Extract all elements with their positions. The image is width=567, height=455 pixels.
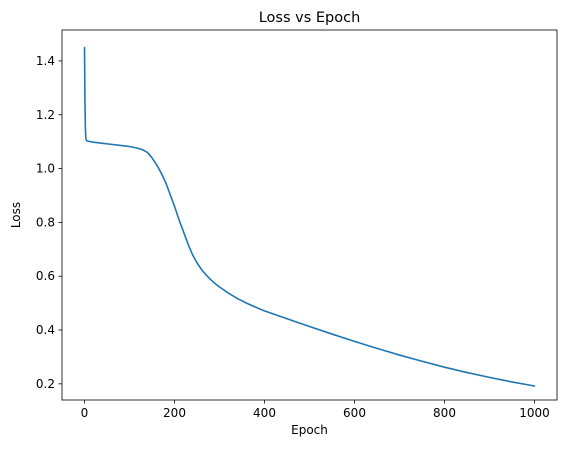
x-tick-label: 800 [433, 406, 456, 420]
x-tick-label: 200 [163, 406, 186, 420]
plot-area-frame [61, 29, 558, 401]
y-axis: 0.2 0.4 0.6 0.8 1.0 1.2 1.4 [36, 54, 62, 391]
y-tick-label: 1.4 [36, 54, 55, 68]
y-tick-label: 0.6 [36, 269, 55, 283]
x-tick-label: 1000 [519, 406, 550, 420]
y-tick-label: 1.2 [36, 108, 55, 122]
chart-title: Loss vs Epoch [259, 10, 361, 26]
loss-series-line [83, 46, 536, 387]
y-axis-label: Loss [9, 202, 23, 228]
y-tick-label: 0.8 [36, 215, 55, 229]
x-tick-label: 600 [343, 406, 366, 420]
x-axis: 0 200 400 600 800 1000 [81, 400, 550, 420]
x-axis-label: Epoch [291, 423, 328, 437]
y-tick-label: 0.4 [36, 323, 55, 337]
x-tick-label: 400 [253, 406, 276, 420]
y-tick-label: 0.2 [36, 377, 55, 391]
x-tick-label: 0 [81, 406, 89, 420]
y-tick-label: 1.0 [36, 162, 55, 176]
